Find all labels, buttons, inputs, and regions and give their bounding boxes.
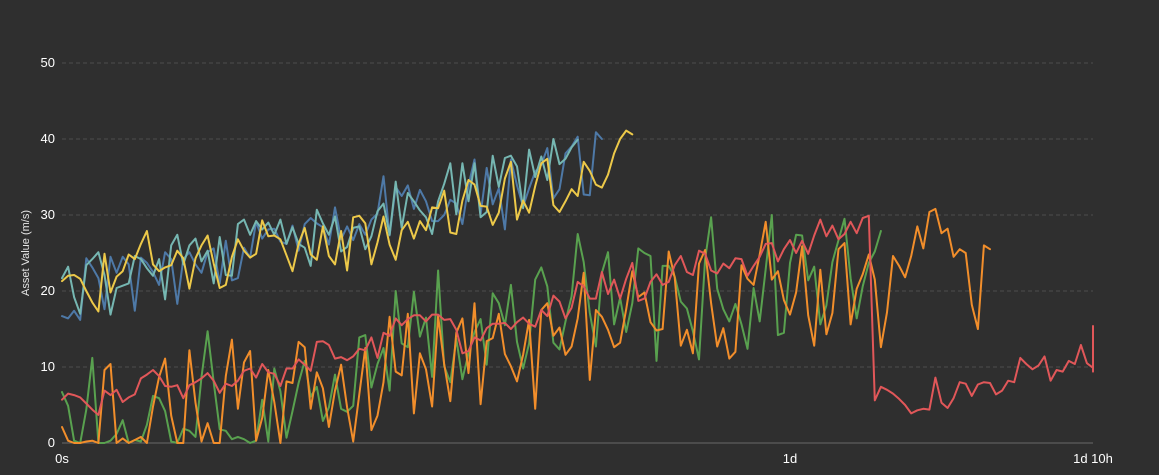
series-line-5 (61, 207, 991, 444)
x-tick-label: 1d 10h (1073, 451, 1113, 466)
y-tick-label: 0 (48, 435, 55, 450)
series-line-6 (61, 214, 1094, 416)
y-tick-label: 20 (41, 283, 55, 298)
y-tick-label: 10 (41, 359, 55, 374)
series-line-3 (61, 129, 634, 313)
y-tick-label: 40 (41, 131, 55, 146)
y-tick-label: 30 (41, 207, 55, 222)
axes: 0 10 20 30 40 50 0s 1d 1d 10h (41, 55, 1113, 466)
y-axis-title: Asset Value (m/s) (20, 210, 32, 296)
series-lines (61, 129, 1094, 444)
series-line-2 (61, 138, 579, 316)
x-tick-label: 1d (783, 451, 797, 466)
y-tick-label: 50 (41, 55, 55, 70)
x-tick-label: 0s (55, 451, 69, 466)
